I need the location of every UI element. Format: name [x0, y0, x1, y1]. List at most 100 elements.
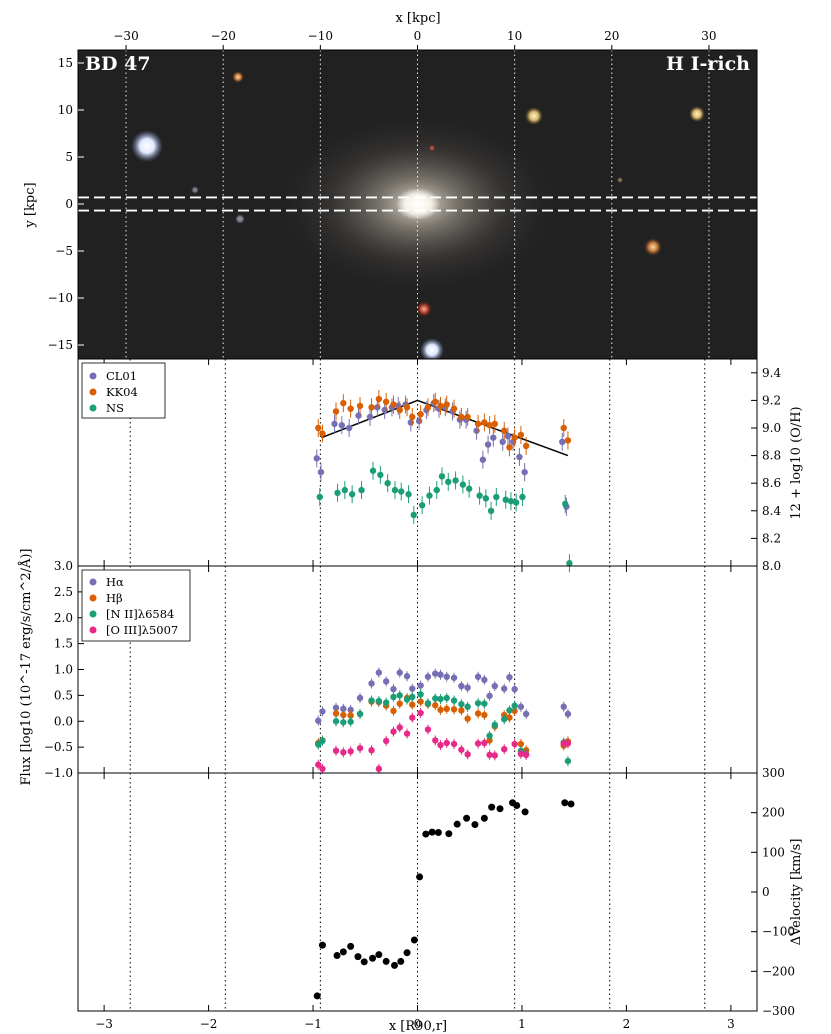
data-point [432, 670, 439, 677]
data-point [313, 455, 320, 462]
data-point [390, 685, 397, 693]
data-point [486, 692, 493, 700]
legend-marker-oiii [89, 626, 97, 634]
data-point [486, 732, 493, 739]
data-point [354, 953, 362, 961]
legend-box [81, 569, 191, 642]
y-tick-label: 200 [762, 806, 785, 820]
y-tick-label: 8.2 [762, 531, 781, 545]
data-point [345, 424, 353, 432]
data-point [382, 398, 390, 405]
data-point [315, 424, 322, 432]
data-point [438, 473, 446, 480]
data-point [409, 685, 416, 692]
data-point [464, 684, 471, 691]
data-point [340, 719, 347, 726]
data-point [481, 700, 488, 707]
data-point [506, 674, 513, 681]
data-point [316, 493, 323, 501]
legend-marker-kk04 [89, 388, 97, 396]
data-point [368, 680, 375, 687]
data-point [348, 491, 356, 498]
data-point [511, 434, 518, 441]
bottom-x-axis-label: x [R90,r] [389, 1019, 447, 1034]
data-point [417, 698, 424, 705]
data-point [368, 747, 375, 754]
data-point [522, 710, 530, 718]
y-tick-label: −0.5 [44, 740, 73, 754]
legend-marker-ns [89, 404, 97, 412]
y-tick-label: −300 [762, 1004, 795, 1018]
data-point [481, 739, 488, 747]
image-y-tick-label: 5 [65, 150, 73, 164]
data-point [382, 957, 390, 965]
data-point [410, 511, 417, 519]
classification-label: H I-rich [666, 53, 750, 75]
data-point [473, 427, 480, 434]
star-yellow-1 [525, 107, 543, 125]
legend-label-kk04: KK04 [106, 385, 138, 399]
data-point [491, 420, 499, 428]
data-point [443, 705, 450, 713]
legend-label-cl01: CL01 [106, 369, 137, 383]
data-point [368, 404, 375, 411]
star-orange-2 [232, 71, 244, 83]
data-point [464, 715, 471, 722]
data-point [390, 693, 397, 701]
data-point [332, 408, 340, 415]
data-point [424, 673, 432, 680]
data-point [450, 706, 458, 713]
data-point [450, 674, 458, 681]
data-point [493, 493, 500, 501]
data-point [382, 678, 390, 685]
data-point [384, 480, 391, 487]
data-point [491, 752, 499, 759]
data-point [487, 507, 495, 514]
x-tick-label: 0 [414, 1017, 422, 1031]
data-point [347, 748, 354, 755]
data-point [377, 471, 384, 479]
data-point [409, 701, 416, 708]
data-point [374, 404, 381, 411]
data-point [391, 961, 399, 969]
y-tick-label: −200 [762, 964, 795, 978]
data-point [319, 765, 326, 773]
data-point [499, 438, 506, 445]
y-tick-label: 9.4 [762, 366, 781, 380]
data-point [450, 740, 458, 748]
data-point [488, 803, 496, 811]
data-point [437, 706, 444, 714]
data-point [396, 692, 403, 699]
image-vertical-lines [125, 50, 710, 359]
y-tick-label: 0.0 [54, 714, 73, 728]
data-point [390, 707, 397, 715]
top-tick-label: 30 [701, 29, 716, 43]
data-point [396, 669, 403, 676]
data-point [560, 703, 567, 710]
legend-marker-hbeta [89, 594, 97, 602]
x-tick-label: 1 [518, 1017, 526, 1031]
top-axis-label: x [kpc] [395, 11, 440, 26]
data-point [474, 673, 482, 680]
y-tick-label: 3.0 [54, 559, 73, 573]
image-axes: −30 −20 −10 0 10 20 30 15 10 5 0 −5 −10 −15 [48, 29, 717, 352]
data-point [426, 492, 433, 499]
data-point [491, 721, 499, 729]
image-y-axis-label: y [kpc] [23, 182, 38, 228]
data-point [424, 726, 432, 733]
data-point [390, 401, 397, 408]
data-point [356, 710, 364, 718]
flux-y-label: Flux [log10 (10^-17 erg/s/cm^2/Å)] [18, 549, 34, 786]
data-point [445, 830, 453, 838]
data-point [450, 405, 458, 412]
data-point [319, 737, 326, 745]
data-point [347, 942, 355, 950]
data-point [432, 737, 439, 744]
y-tick-label: 8.0 [762, 559, 781, 573]
star-faint-2 [191, 186, 199, 194]
data-point [315, 761, 322, 768]
data-point [397, 957, 405, 965]
data-point [332, 747, 340, 754]
data-point [482, 495, 490, 502]
data-point [417, 411, 424, 418]
